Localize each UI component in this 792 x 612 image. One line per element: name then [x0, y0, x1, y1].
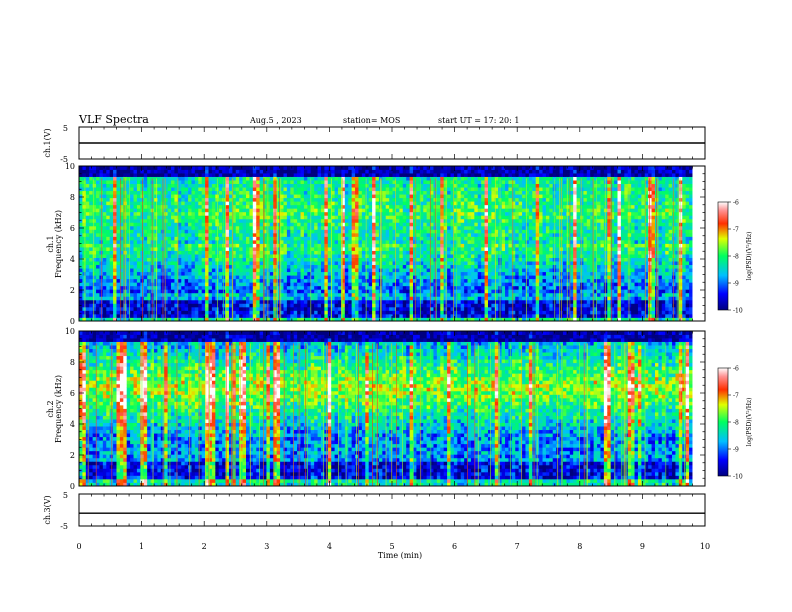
start-time-label: start UT = 17: 20: 1 — [438, 116, 519, 125]
x-tick-label: 10 — [700, 542, 710, 551]
y-tick-label: 2 — [70, 451, 75, 460]
x-tick-label: 8 — [577, 542, 582, 551]
colorbar-tick-label: -6 — [733, 366, 739, 373]
x-tick-label: 2 — [202, 542, 207, 551]
ch1-ytick-top: 5 — [63, 124, 68, 133]
ch1-colorbar: -6 -7 -8 -9 -10 log(PSD)(V²/Hz) — [717, 200, 753, 315]
ch3-waveform-panel: 5 -5 ch.3(V) — [43, 491, 706, 531]
ch1-waveform-ticks — [78, 127, 706, 159]
date-label: Aug.5 , 2023 — [249, 116, 302, 125]
colorbar-tick-label: -10 — [733, 308, 743, 315]
colorbar-tick-label: -7 — [733, 227, 739, 234]
y-tick-label: 0 — [70, 482, 75, 491]
x-tick-label: 1 — [139, 542, 144, 551]
ch2-spectrogram-panel: 0 2 4 6 8 10 ch.2 Frequency (kHz) — [46, 327, 706, 491]
colorbar-tick-label: -6 — [733, 200, 739, 207]
x-tick-label: 4 — [327, 542, 332, 551]
y-tick-label: 8 — [70, 193, 75, 202]
ch1-ytick-bottom: -5 — [60, 155, 68, 164]
ch2-spectrogram-ticks: 0 2 4 6 8 10 — [65, 327, 706, 491]
ch2-colorbar: -6 -7 -8 -9 -10 log(PSD)(V²/Hz) — [717, 366, 753, 481]
ch2-colorbar-ticks: -6 -7 -8 -9 -10 — [728, 366, 743, 481]
x-tick-label: 6 — [452, 542, 457, 551]
ch1-waveform-panel: 5 -5 ch.1(V) — [43, 124, 706, 164]
ch1-spectrogram-panel: 0 2 4 6 8 10 ch.1 Frequency (kHz) — [46, 162, 706, 326]
colorbar-tick-label: -9 — [733, 447, 739, 454]
y-tick-label: 4 — [70, 420, 75, 429]
ch3-waveform-ticks — [78, 494, 706, 526]
ch2-colorbar-gradient — [717, 367, 729, 477]
colorbar-tick-label: -8 — [733, 420, 739, 427]
colorbar-tick-label: -8 — [733, 254, 739, 261]
ch1-spectrogram-channel-label: ch.1 — [46, 235, 55, 252]
colorbar-tick-label: -7 — [733, 393, 739, 400]
ch1-frequency-label: Frequency (kHz) — [54, 210, 63, 278]
x-tick-label: 7 — [515, 542, 520, 551]
ch3-waveform-ylabel: ch.3(V) — [43, 495, 52, 524]
y-tick-label: 2 — [70, 286, 75, 295]
colorbar-tick-label: -9 — [733, 281, 739, 288]
x-tick-label: 9 — [640, 542, 645, 551]
ch1-colorbar-label: log(PSD)(V²/Hz) — [746, 232, 753, 281]
y-tick-label: 6 — [70, 389, 75, 398]
x-tick-label: 5 — [389, 542, 394, 551]
x-tick-label: 3 — [264, 542, 269, 551]
ch1-colorbar-gradient — [717, 201, 729, 311]
figure-title: VLF Spectra — [78, 113, 149, 126]
ch1-spectrogram-ticks: 0 2 4 6 8 10 — [65, 162, 706, 326]
ch3-ytick-bottom: -5 — [60, 522, 68, 531]
station-label: station= MOS — [343, 116, 400, 125]
ch2-frequency-label: Frequency (kHz) — [54, 375, 63, 443]
colorbar-tick-label: -10 — [733, 474, 743, 481]
ch1-colorbar-ticks: -6 -7 -8 -9 -10 — [728, 200, 743, 315]
y-tick-label: 4 — [70, 255, 75, 264]
y-tick-label: 6 — [70, 224, 75, 233]
ch2-spectrogram-channel-label: ch.2 — [46, 400, 55, 417]
ch2-colorbar-label: log(PSD)(V²/Hz) — [746, 398, 753, 447]
y-tick-label: 0 — [70, 317, 75, 326]
x-axis-tick-labels: 0 1 2 3 4 5 6 7 8 9 10 — [76, 542, 710, 551]
y-tick-label: 10 — [65, 327, 75, 336]
x-axis-label: Time (min) — [378, 551, 422, 560]
x-tick-label: 0 — [76, 542, 81, 551]
y-tick-label: 10 — [65, 162, 75, 171]
ch1-waveform-ylabel: ch.1(V) — [43, 128, 52, 157]
ch1-spectrogram-image — [79, 166, 705, 322]
y-tick-label: 8 — [70, 358, 75, 367]
ch3-ytick-top: 5 — [63, 491, 68, 500]
ch2-spectrogram-image — [79, 331, 705, 487]
